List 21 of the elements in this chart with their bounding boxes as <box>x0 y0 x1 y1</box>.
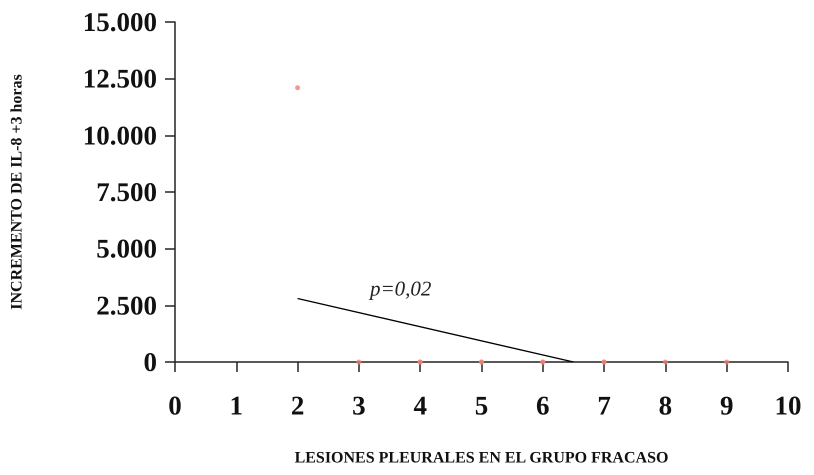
y-tick-label: 0 <box>144 347 157 377</box>
x-tick-label: 10 <box>774 390 802 420</box>
x-tick-label: 7 <box>597 390 611 420</box>
annotation: p=0,02 <box>368 276 432 300</box>
y-tick-label: 15.000 <box>82 7 157 37</box>
x-tick-label: 9 <box>720 390 734 420</box>
y-tick-label: 5.000 <box>96 234 157 264</box>
x-tick-label: 8 <box>658 390 672 420</box>
y-tick-label: 10.000 <box>82 120 157 150</box>
x-tick-label: 5 <box>474 390 488 420</box>
x-tick-label: 2 <box>290 390 304 420</box>
y-tick-label: 12.500 <box>82 64 157 94</box>
y-tick-label: 7.500 <box>96 177 157 207</box>
y-tick-label: 2.500 <box>96 290 157 320</box>
x-tick-label: 1 <box>230 390 244 420</box>
x-tick-label: 0 <box>168 390 182 420</box>
x-tick-label: 4 <box>413 390 427 420</box>
x-axis-title: LESIONES PLEURALES EN EL GRUPO FRACASO <box>294 450 668 466</box>
y-axis-title: INCREMENTO DE IL-8 +3 horas <box>8 74 26 310</box>
x-tick-label: 6 <box>536 390 550 420</box>
x-tick-label: 3 <box>352 390 366 420</box>
